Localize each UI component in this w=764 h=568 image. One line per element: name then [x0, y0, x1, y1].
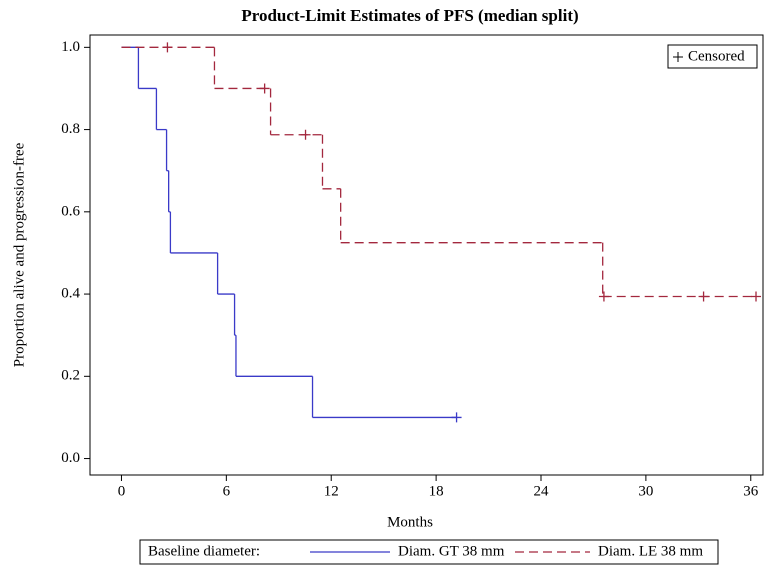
censor-mark — [698, 291, 709, 302]
y-tick-label: 1.0 — [61, 39, 80, 55]
y-tick-label: 0.0 — [61, 450, 80, 466]
censor-mark — [751, 291, 762, 302]
y-tick-label: 0.6 — [61, 203, 80, 219]
x-tick-label: 36 — [743, 483, 759, 499]
y-tick-label: 0.2 — [61, 368, 80, 384]
censor-mark — [598, 291, 609, 302]
y-tick-label: 0.4 — [61, 286, 80, 302]
x-tick-label: 12 — [324, 483, 339, 499]
plot-frame — [89, 34, 764, 476]
censor-mark — [162, 42, 173, 53]
legend-label: Diam. LE 38 mm — [598, 543, 703, 559]
censored-legend-symbol — [673, 52, 683, 62]
legend-box — [139, 539, 719, 565]
chart-title: Product-Limit Estimates of PFS (median s… — [241, 6, 578, 25]
censored-legend-box — [667, 44, 758, 69]
legend-title: Baseline diameter: — [148, 543, 260, 559]
x-tick-label: 30 — [638, 483, 653, 499]
censor-mark — [300, 129, 311, 140]
censor-mark — [259, 83, 270, 94]
censored-legend-label: Censored — [688, 48, 745, 64]
y-tick-label: 0.8 — [61, 121, 80, 137]
x-tick-label: 6 — [223, 483, 231, 499]
legend-label: Diam. GT 38 mm — [398, 543, 505, 559]
censor-mark — [451, 412, 462, 423]
x-tick-label: 0 — [118, 483, 126, 499]
x-axis-label: Months — [387, 514, 433, 530]
y-axis-label: Proportion alive and progression-free — [11, 142, 27, 367]
x-tick-label: 24 — [533, 483, 549, 499]
x-tick-label: 18 — [429, 483, 444, 499]
